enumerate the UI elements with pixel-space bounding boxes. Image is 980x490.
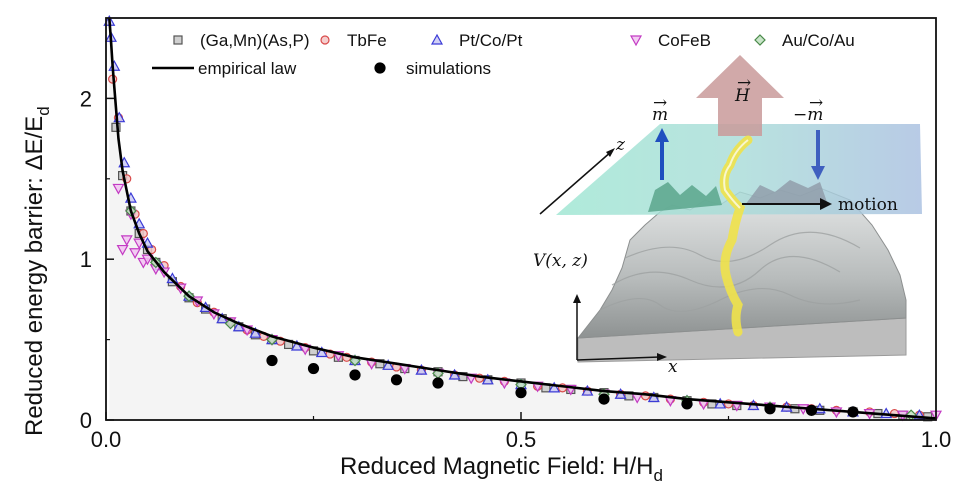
data-point	[390, 374, 403, 386]
legend-label: simulations	[406, 59, 491, 78]
x-axis-title: Reduced Magnetic Field: H/Hd	[340, 453, 663, 485]
inset-field-vector-mark: →	[737, 73, 751, 93]
inset-m-up-label: m	[652, 105, 668, 125]
data-point	[415, 363, 428, 375]
legend-marker	[629, 35, 643, 47]
x-tick-label: 0.0	[91, 427, 122, 452]
data-point	[382, 359, 395, 370]
inset-peaks	[648, 182, 722, 212]
legend-label: empirical law	[198, 59, 297, 78]
legend-marker	[754, 34, 766, 46]
x-axis-title-sub: d	[653, 466, 662, 485]
legend-label: CoFeB	[658, 31, 711, 50]
y-axis-title: Reduced energy barrier: ΔE/Ed	[21, 106, 53, 436]
domain-wall-top	[723, 139, 749, 209]
inset-z-label: z	[615, 135, 626, 155]
m-down-arrow-head-icon	[811, 166, 825, 180]
inset-x-label: x	[668, 357, 678, 377]
inset-field-label: H	[734, 86, 751, 106]
legend-label: TbFe	[347, 31, 387, 50]
inset-motion-label: motion	[838, 195, 898, 215]
data-point	[232, 320, 245, 332]
data-point	[349, 369, 361, 381]
data-point	[448, 368, 461, 380]
y-tick-label: 1	[80, 247, 92, 272]
inset-m-down-label: −m	[793, 105, 823, 125]
inset-plane	[556, 124, 922, 215]
motion-arrow-head-icon	[820, 198, 832, 210]
legend-marker	[374, 62, 386, 74]
x-tick-label: 0.5	[506, 427, 537, 452]
legend-label: Pt/Co/Pt	[459, 31, 523, 50]
data-point	[714, 397, 727, 409]
v-axis-head-icon	[573, 294, 581, 303]
y-axis-title-sub: d	[34, 106, 53, 115]
z-axis-head-icon	[606, 148, 615, 157]
series-filled-circle	[266, 354, 859, 418]
x-ticks: 0.0 0.5 1.0	[91, 412, 952, 452]
y-tick-label: 0	[80, 408, 92, 433]
plot-frame	[105, 17, 937, 421]
legend-marker	[173, 35, 183, 45]
legend-label: (Ga,Mn)(As,P)	[200, 31, 310, 50]
data-point	[647, 391, 660, 403]
data-point	[548, 381, 561, 393]
empirical-law-line	[108, 17, 937, 420]
legend-label: Au/Co/Au	[782, 31, 855, 50]
x-tick-label: 1.0	[921, 427, 952, 452]
x-axis-head-icon	[657, 353, 667, 361]
inset-illustration: H → m → −m → z x V(x, z) motion	[533, 55, 922, 377]
data-point	[432, 377, 444, 389]
data-point	[481, 373, 494, 385]
inset-potential-label: V(x, z)	[533, 251, 588, 271]
y-axis-title-text: Reduced energy barrier: ΔE/E	[21, 116, 48, 436]
data-point	[116, 244, 129, 256]
x-axis-title-text: Reduced Magnetic Field: H/H	[340, 453, 653, 480]
y-tick-label: 2	[80, 86, 92, 111]
legend-marker	[320, 35, 330, 45]
data-point	[805, 404, 818, 416]
data-point	[290, 339, 303, 351]
x-axis-arrow-icon	[576, 356, 661, 361]
data-point	[112, 183, 125, 195]
data-point	[129, 248, 142, 260]
legend-marker	[430, 33, 444, 45]
under-curve-fill	[109, 18, 936, 420]
data-point	[141, 254, 154, 266]
legend: (Ga,Mn)(As,P) TbFe Pt/Co/Pt CoFeB Au/Co/Au em…	[152, 31, 855, 78]
field-arrow-icon	[696, 55, 784, 136]
data-point	[307, 362, 320, 375]
data-point	[266, 354, 278, 367]
data-point	[315, 346, 328, 358]
z-axis-arrow-icon	[539, 150, 613, 215]
data-point	[598, 393, 610, 405]
inset-peaks-right	[745, 180, 828, 205]
inset-m-up-vector-mark: →	[653, 93, 667, 113]
inset-m-down-vector-mark: →	[809, 93, 823, 113]
data-point	[515, 387, 527, 399]
m-up-arrow-head-icon	[655, 128, 669, 142]
data-point	[249, 326, 262, 338]
data-point	[120, 235, 133, 247]
